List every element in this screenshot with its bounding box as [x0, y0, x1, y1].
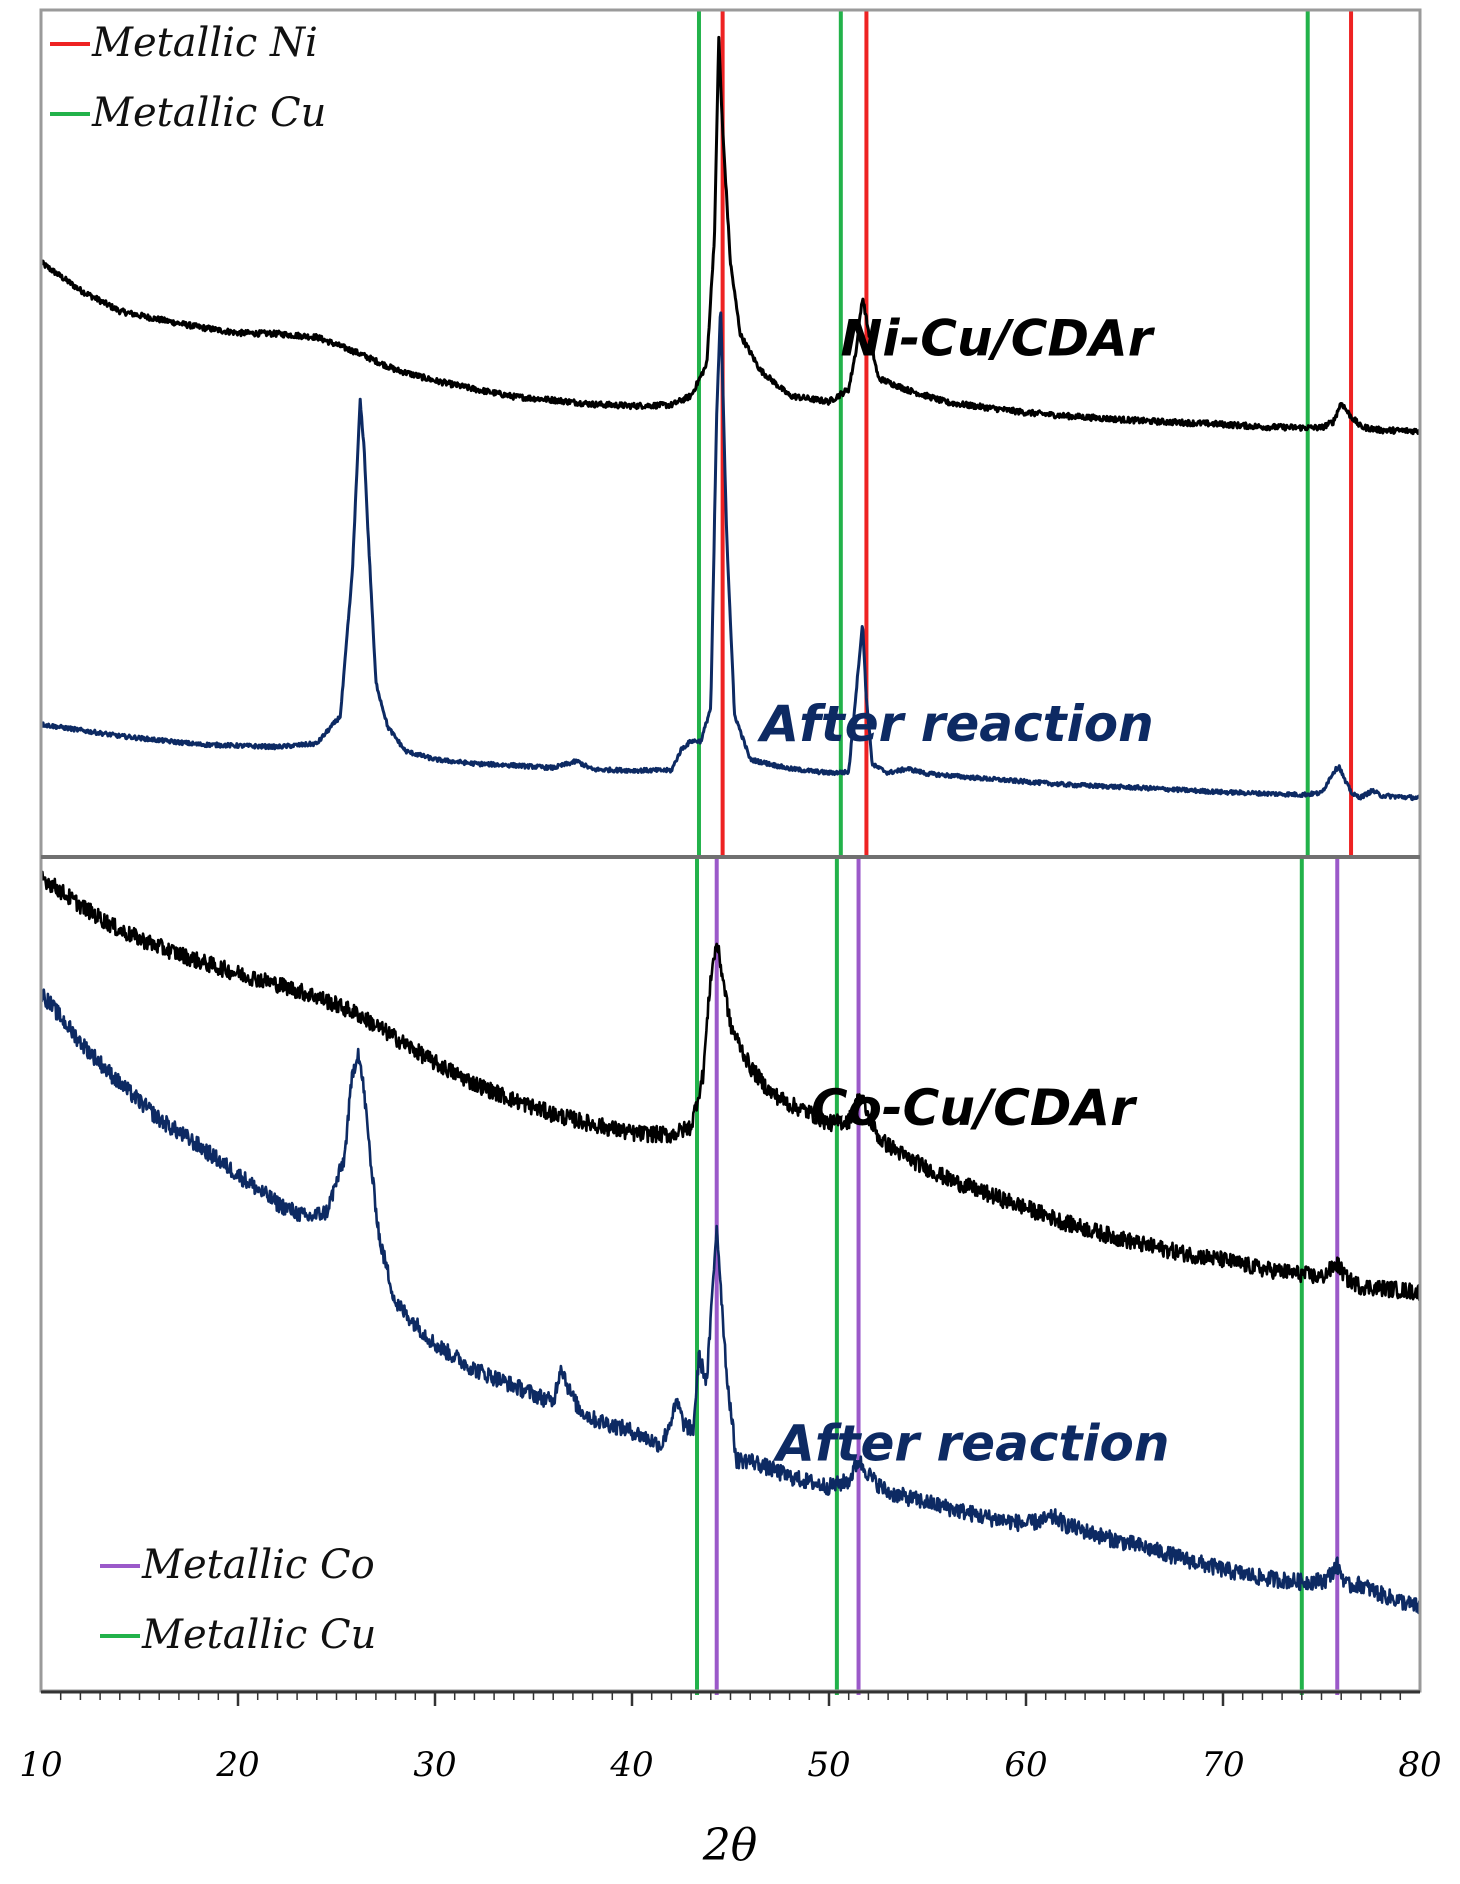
- legend-top: Metallic Ni Metallic Cu: [50, 20, 326, 136]
- legend-entry-metallic-cu: Metallic Cu: [91, 90, 326, 136]
- series-line-ni-cu-cdar: [39, 35, 1422, 436]
- series-bottom: [39, 868, 1422, 1615]
- x-axis: 10 20 30 40 50 60 70 80: [19, 1690, 1442, 1785]
- series-labels-bottom: Co-Cu/CDAr After reaction: [772, 1079, 1169, 1472]
- x-tick-label: 20: [215, 1745, 259, 1785]
- x-tick-label: 70: [1201, 1745, 1244, 1785]
- x-axis-tick-labels: 10 20 30 40 50 60 70 80: [19, 1745, 1441, 1785]
- legend-entry-metallic-ni: Metallic Ni: [91, 20, 318, 66]
- series-label-co-cu-cdar: Co-Cu/CDAr: [811, 1079, 1138, 1137]
- series-line-co-cu-cdar: [39, 868, 1422, 1302]
- x-tick-label: 10: [19, 1745, 62, 1785]
- series-top: [39, 35, 1422, 802]
- series-line-after-reaction: [39, 988, 1422, 1615]
- series-label-after-reaction: After reaction: [772, 1414, 1169, 1472]
- series-labels-top: Ni-Cu/CDAr After reaction: [756, 310, 1155, 753]
- series-line-after-reaction: [40, 311, 1422, 802]
- x-tick-label: 60: [1004, 1745, 1047, 1785]
- x-tick-label: 80: [1398, 1745, 1441, 1785]
- legend-entry-metallic-cu: Metallic Cu: [141, 1612, 376, 1658]
- series-label-ni-cu-cdar: Ni-Cu/CDAr: [841, 310, 1156, 368]
- legend-entry-metallic-co: Metallic Co: [141, 1542, 375, 1588]
- x-axis-ticks: [59, 1692, 1402, 1706]
- x-tick-label: 40: [609, 1745, 653, 1785]
- series-label-after-reaction: After reaction: [756, 695, 1153, 753]
- x-axis-title: 2θ: [702, 1820, 757, 1871]
- x-tick-label: 30: [413, 1745, 456, 1785]
- x-tick-label: 50: [807, 1745, 850, 1785]
- legend-bottom: Metallic Co Metallic Cu: [100, 1542, 376, 1658]
